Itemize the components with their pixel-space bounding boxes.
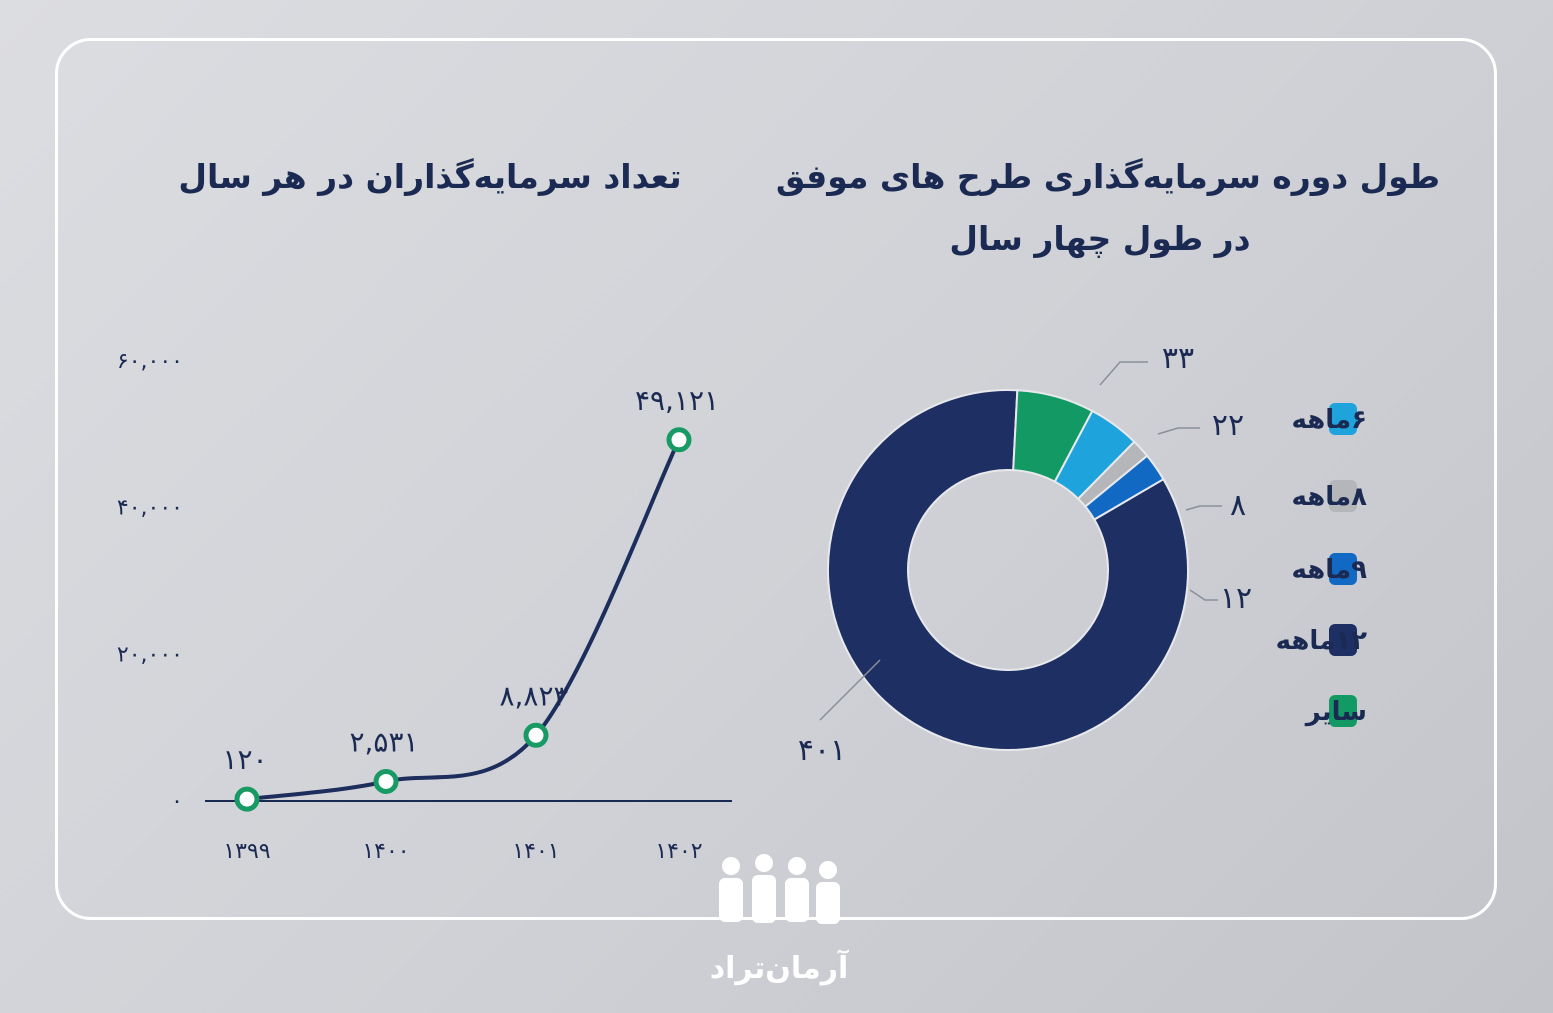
x-tick-label: ۱۴۰۰ xyxy=(362,839,409,864)
slice-value-label: ۳۳ xyxy=(1162,341,1194,376)
legend-label: ۶ماهه xyxy=(1291,405,1367,435)
slice-value-label: ۱۲ xyxy=(1220,581,1252,616)
slice-leader-line xyxy=(1185,505,1222,511)
pie-chart-subtitle: در طول چهار سال xyxy=(949,219,1250,259)
slice-value-label: ۴۰۱ xyxy=(798,733,846,768)
y-tick-label: ۶۰,۰۰۰ xyxy=(117,349,183,374)
slice-leader-line xyxy=(819,659,881,721)
y-tick-label: ۰ xyxy=(171,789,183,814)
data-value-label: ۲,۵۳۱ xyxy=(349,725,418,758)
series-line xyxy=(245,437,681,802)
data-value-label: ۴۹,۱۲۱ xyxy=(635,384,719,417)
legend-swatch xyxy=(1329,480,1357,512)
slice-leader-line xyxy=(1157,427,1200,435)
pie-chart-title: طول دوره سرمایه‌گذاری طرح های موفق xyxy=(776,157,1440,197)
data-point-marker xyxy=(373,768,399,794)
slice-value-label: ۲۲ xyxy=(1212,408,1244,443)
legend-swatch xyxy=(1329,624,1357,656)
brand-logo: آرمان‌تراد xyxy=(710,854,849,986)
pie-legend: ۶ماهه ۸ماهه ۹ماهه ۱۲ماهه سایر xyxy=(1276,403,1368,727)
brand-mark-icon xyxy=(719,854,840,924)
line-chart-title: تعداد سرمایه‌گذاران در هر سال xyxy=(178,157,681,197)
data-point-marker xyxy=(666,427,692,453)
x-tick-label: ۱۴۰۲ xyxy=(655,839,702,864)
y-tick-label: ۴۰,۰۰۰ xyxy=(117,496,183,521)
legend-label: سایر xyxy=(1304,697,1367,727)
data-point-marker xyxy=(234,786,260,812)
x-tick-label: ۱۴۰۱ xyxy=(512,839,559,864)
chart-card xyxy=(55,38,1497,920)
legend-label: ۹ماهه xyxy=(1291,555,1367,585)
data-value-label: ۸,۸۲۳ xyxy=(499,679,568,712)
legend-label: ۱۲ماهه xyxy=(1276,626,1368,656)
slice-value-label: ۸ xyxy=(1230,488,1246,523)
x-tick-label: ۱۳۹۹ xyxy=(223,839,270,864)
legend-swatch xyxy=(1329,695,1357,727)
legend-swatch xyxy=(1329,553,1357,585)
line-chart: ۰ ۲۰,۰۰۰ ۴۰,۰۰۰ ۶۰,۰۰۰ ۱۳۹۹ ۱۴۰۰ ۱۴۰۱ ۱۴۰۲ ۱۲۰ ۲,… xyxy=(117,349,719,864)
donut-slice xyxy=(1083,454,1165,521)
slice-leader-line xyxy=(1099,361,1148,386)
legend-swatch xyxy=(1329,403,1357,435)
brand-name: آرمان‌تراد xyxy=(710,949,849,986)
legend-label: ۸ماهه xyxy=(1291,482,1367,512)
data-value-label: ۱۲۰ xyxy=(222,743,267,776)
donut-slice xyxy=(827,389,1189,751)
slice-leader-line xyxy=(1189,589,1218,601)
y-tick-label: ۲۰,۰۰۰ xyxy=(117,642,183,667)
donut-chart: ۴۰۱ ۳۳ ۲۲ ۸ ۱۲ xyxy=(798,341,1252,768)
data-point-marker xyxy=(523,722,549,748)
